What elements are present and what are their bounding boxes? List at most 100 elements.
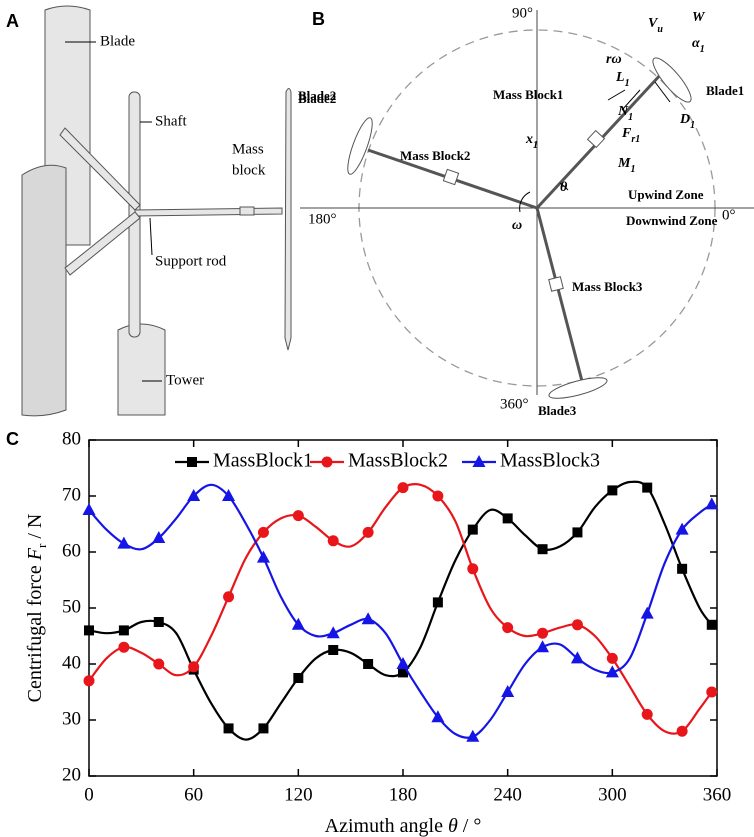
- marker: [363, 659, 374, 669]
- x-tick-label: 300: [598, 784, 627, 805]
- symbol-sub: r1: [631, 134, 640, 145]
- mass-block: [548, 276, 564, 292]
- y-tick-label: 70: [62, 484, 81, 505]
- force-arrow: [654, 81, 671, 103]
- marker: [397, 482, 409, 494]
- marker: [537, 627, 549, 639]
- mass-block: [239, 206, 255, 216]
- force-arrow: [621, 89, 641, 111]
- marker: [84, 625, 94, 636]
- symbol: x1: [525, 132, 538, 151]
- panel-label: C: [6, 429, 19, 449]
- y-axis-title: Centrifugal force Fr / N: [24, 514, 50, 703]
- legend-marker: [187, 457, 197, 467]
- marker: [153, 617, 164, 627]
- marker: [677, 563, 688, 574]
- blade2: [284, 88, 292, 351]
- marker: [83, 675, 95, 687]
- marker: [152, 531, 166, 543]
- symbol-main: N: [617, 104, 629, 119]
- label: Mass Block2: [400, 148, 470, 163]
- legend-label: MassBlock1: [213, 450, 313, 472]
- label: Tower: [166, 372, 204, 388]
- marker: [328, 645, 339, 655]
- y-tick-label: 40: [62, 652, 81, 673]
- blade: [347, 117, 373, 175]
- symbol: rω: [606, 52, 622, 67]
- symbol: N1: [617, 104, 633, 123]
- marker: [398, 667, 408, 678]
- marker: [706, 686, 718, 698]
- marker: [256, 550, 270, 563]
- y-tick-label: 60: [62, 540, 81, 561]
- y-tick-label: 20: [62, 764, 81, 785]
- label: Blade2: [298, 88, 336, 103]
- marker: [82, 503, 96, 515]
- symbol: D1: [679, 112, 695, 131]
- y-tick-label: 80: [62, 428, 81, 449]
- label: Blade2: [298, 91, 336, 106]
- support-rod: [134, 207, 283, 217]
- series-line: [88, 480, 713, 741]
- y-tick-label: 50: [62, 596, 81, 617]
- blade: [652, 57, 692, 103]
- tower: [117, 323, 166, 416]
- symbol: L1: [615, 70, 630, 89]
- marker: [118, 641, 130, 653]
- x-tick-label: 240: [493, 784, 522, 805]
- panel-label: B: [312, 9, 325, 29]
- label: Blade1: [706, 83, 744, 98]
- angle-label: 360°: [500, 396, 529, 412]
- legend-label: MassBlock3: [500, 450, 600, 472]
- marker: [706, 619, 717, 630]
- marker: [536, 640, 550, 653]
- marker: [466, 729, 480, 742]
- label: block: [232, 162, 266, 178]
- marker: [223, 591, 235, 603]
- label: Shaft: [155, 113, 187, 129]
- symbol: Vu: [648, 16, 663, 35]
- marker: [571, 619, 583, 631]
- angle-label: 180°: [308, 211, 337, 227]
- axis-title-part: r: [34, 543, 49, 548]
- marker: [705, 497, 719, 510]
- x-tick-label: 0: [84, 784, 94, 805]
- chart: 20 30 40 50 60 70 80 0 60 120 180 240 300 360 MassBloc…: [62, 428, 731, 805]
- symbol: α1: [692, 36, 705, 55]
- symbol: W: [692, 10, 706, 25]
- symbol-main: F: [621, 126, 632, 141]
- symbol-main: x: [525, 132, 533, 147]
- legend-marker: [472, 455, 486, 467]
- marker: [117, 536, 131, 549]
- label: Blade: [100, 33, 135, 49]
- omega-arc: [519, 191, 531, 213]
- x-tick-label: 120: [284, 784, 313, 805]
- angle-label: 90°: [512, 5, 533, 21]
- axis-title-part: Azimuth angle: [325, 815, 448, 837]
- y-tick-label: 30: [62, 708, 81, 729]
- marker: [327, 535, 339, 547]
- marker: [607, 485, 618, 496]
- marker: [537, 544, 548, 555]
- marker: [187, 489, 201, 501]
- marker: [222, 489, 236, 501]
- label: Upwind Zone: [628, 187, 704, 202]
- angle-label: 0°: [722, 207, 736, 223]
- theta-arc: [559, 182, 569, 191]
- legend-marker: [321, 456, 333, 468]
- marker: [467, 524, 478, 535]
- symbol-main: V: [648, 16, 659, 31]
- marker: [676, 725, 688, 737]
- marker: [467, 563, 479, 575]
- label: Mass Block1: [493, 87, 563, 102]
- label: Mass: [232, 141, 264, 157]
- series-line: [88, 482, 713, 735]
- marker: [188, 661, 200, 673]
- marker: [223, 723, 234, 734]
- marker: [396, 657, 410, 669]
- blade-front: [21, 164, 67, 417]
- marker: [292, 510, 304, 522]
- marker: [640, 606, 654, 619]
- marker: [362, 526, 374, 538]
